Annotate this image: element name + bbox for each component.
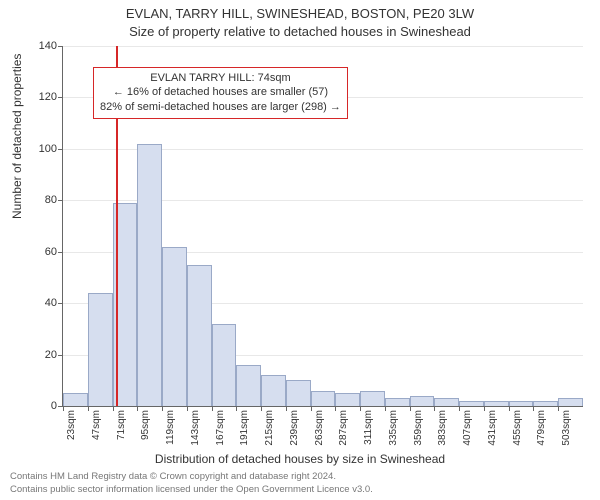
y-axis-title: Number of detached properties: [10, 54, 24, 219]
histogram-bar: [187, 265, 212, 406]
histogram-bar: [88, 293, 113, 406]
y-tick-mark: [58, 97, 63, 98]
histogram-bar: [212, 324, 237, 406]
x-tick-label: 191sqm: [239, 410, 250, 446]
histogram-bar: [484, 401, 509, 406]
histogram-bar: [286, 380, 311, 406]
histogram-bar: [509, 401, 534, 406]
x-tick-mark: [558, 406, 559, 411]
x-tick-mark: [311, 406, 312, 411]
x-tick-mark: [187, 406, 188, 411]
y-tick-label: 40: [45, 297, 57, 309]
x-tick-mark: [63, 406, 64, 411]
y-tick-label: 100: [39, 143, 57, 155]
histogram-bar: [558, 398, 583, 406]
annotation-line-1: EVLAN TARRY HILL: 74sqm: [100, 71, 341, 86]
x-tick-mark: [360, 406, 361, 411]
x-tick-mark: [88, 406, 89, 411]
histogram-bar: [335, 393, 360, 406]
x-tick-mark: [286, 406, 287, 411]
x-tick-label: 239sqm: [289, 410, 300, 446]
x-tick-mark: [236, 406, 237, 411]
histogram-bar: [385, 398, 410, 406]
y-tick-label: 120: [39, 91, 57, 103]
x-tick-mark: [335, 406, 336, 411]
x-tick-mark: [533, 406, 534, 411]
y-tick-label: 0: [51, 400, 57, 412]
x-tick-mark: [137, 406, 138, 411]
y-tick-label: 20: [45, 349, 57, 361]
x-tick-label: 263sqm: [314, 410, 325, 446]
y-tick-mark: [58, 46, 63, 47]
y-tick-mark: [58, 200, 63, 201]
histogram-bar: [63, 393, 88, 406]
footer-line-2: Contains public sector information licen…: [10, 484, 373, 496]
x-tick-label: 23sqm: [66, 410, 77, 440]
x-tick-label: 215sqm: [264, 410, 275, 446]
x-tick-mark: [261, 406, 262, 411]
histogram-bar: [360, 391, 385, 406]
y-tick-label: 60: [45, 246, 57, 258]
x-tick-label: 167sqm: [215, 410, 226, 446]
histogram-bar: [261, 375, 286, 406]
x-tick-label: 359sqm: [413, 410, 424, 446]
x-tick-label: 335sqm: [388, 410, 399, 446]
histogram-bar: [533, 401, 558, 406]
x-tick-mark: [434, 406, 435, 411]
x-tick-label: 431sqm: [487, 410, 498, 446]
x-tick-label: 311sqm: [363, 410, 374, 445]
x-tick-mark: [162, 406, 163, 411]
histogram-bar: [311, 391, 336, 406]
x-tick-label: 71sqm: [116, 410, 127, 440]
annotation-line-3: 82% of semi-detached houses are larger (…: [100, 100, 341, 115]
x-tick-label: 455sqm: [512, 410, 523, 446]
x-tick-mark: [410, 406, 411, 411]
x-tick-mark: [385, 406, 386, 411]
chart-container: EVLAN, TARRY HILL, SWINESHEAD, BOSTON, P…: [0, 0, 600, 500]
x-axis-title: Distribution of detached houses by size …: [0, 452, 600, 466]
x-tick-label: 407sqm: [462, 410, 473, 446]
x-tick-label: 119sqm: [165, 410, 176, 445]
x-tick-label: 143sqm: [190, 410, 201, 446]
histogram-bar: [434, 398, 459, 406]
x-tick-mark: [509, 406, 510, 411]
x-tick-label: 95sqm: [140, 410, 151, 440]
y-tick-mark: [58, 355, 63, 356]
footer-attribution: Contains HM Land Registry data © Crown c…: [10, 471, 373, 496]
histogram-bar: [162, 247, 187, 406]
x-tick-label: 479sqm: [536, 410, 547, 446]
y-tick-mark: [58, 252, 63, 253]
x-tick-mark: [484, 406, 485, 411]
annotation-line-2: ← 16% of detached houses are smaller (57…: [100, 85, 341, 100]
x-tick-label: 287sqm: [338, 410, 349, 446]
y-tick-label: 140: [39, 40, 57, 52]
histogram-bar: [137, 144, 162, 406]
y-tick-mark: [58, 149, 63, 150]
x-tick-mark: [459, 406, 460, 411]
x-tick-mark: [113, 406, 114, 411]
chart-title-line2: Size of property relative to detached ho…: [0, 24, 600, 39]
y-tick-mark: [58, 303, 63, 304]
histogram-bar: [459, 401, 484, 406]
chart-title-line1: EVLAN, TARRY HILL, SWINESHEAD, BOSTON, P…: [0, 6, 600, 21]
annotation-box: EVLAN TARRY HILL: 74sqm ← 16% of detache…: [93, 67, 348, 120]
x-tick-mark: [212, 406, 213, 411]
x-tick-label: 503sqm: [561, 410, 572, 446]
histogram-bar: [410, 396, 435, 406]
x-tick-label: 383sqm: [437, 410, 448, 446]
y-tick-label: 80: [45, 194, 57, 206]
footer-line-1: Contains HM Land Registry data © Crown c…: [10, 471, 373, 483]
x-tick-label: 47sqm: [91, 410, 102, 440]
plot-area: 02040608010012014023sqm47sqm71sqm95sqm11…: [62, 46, 583, 407]
gridline: [63, 46, 583, 47]
histogram-bar: [236, 365, 261, 406]
